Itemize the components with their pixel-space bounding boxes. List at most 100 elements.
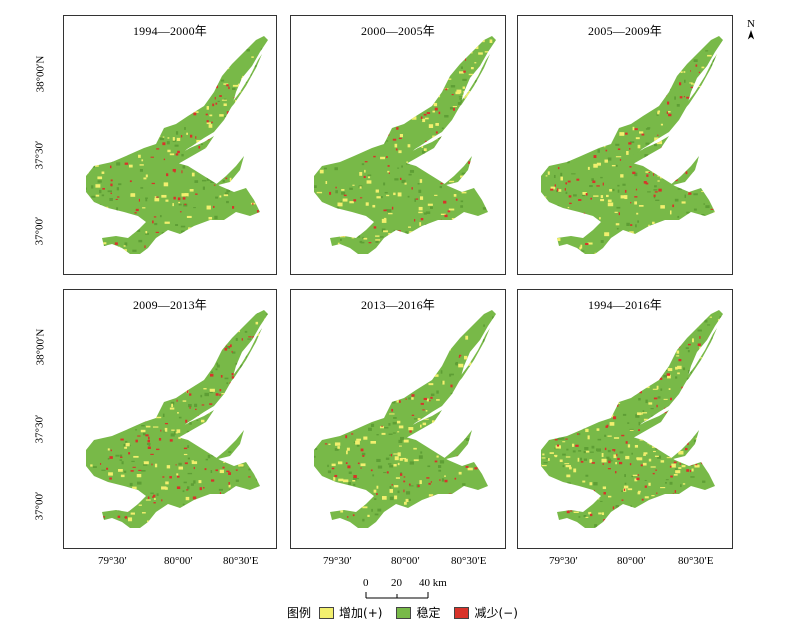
- decrease-patch: [460, 145, 464, 147]
- increase-patch: [637, 516, 643, 519]
- stable-patch: [481, 494, 486, 498]
- stable-patch: [89, 162, 94, 165]
- stable-patch: [712, 112, 716, 115]
- increase-patch: [724, 154, 726, 157]
- stable-patch: [707, 130, 710, 132]
- stable-patch: [497, 528, 501, 531]
- decrease-patch: [238, 402, 241, 405]
- decrease-patch: [204, 355, 208, 359]
- increase-patch: [665, 330, 670, 334]
- increase-patch: [426, 398, 429, 402]
- increase-patch: [262, 508, 266, 511]
- decrease-patch: [646, 174, 649, 177]
- decrease-patch: [618, 461, 623, 465]
- stable-patch: [493, 211, 496, 215]
- decrease-patch: [211, 333, 214, 335]
- increase-patch: [435, 368, 439, 371]
- decrease-patch: [102, 516, 106, 518]
- increase-patch: [478, 507, 482, 511]
- increase-patch: [715, 407, 719, 410]
- decrease-patch: [190, 162, 193, 165]
- decrease-patch: [216, 82, 218, 85]
- increase-patch: [360, 411, 363, 413]
- increase-patch: [208, 216, 213, 220]
- stable-patch: [364, 325, 367, 327]
- decrease-patch: [584, 342, 586, 344]
- increase-patch: [544, 380, 551, 385]
- decrease-patch: [257, 351, 260, 354]
- scale-tick-0: 0: [363, 577, 369, 589]
- increase-patch: [617, 329, 623, 332]
- increase-patch: [167, 149, 171, 153]
- decrease-patch: [331, 481, 334, 484]
- increase-patch: [121, 150, 125, 155]
- stable-patch: [372, 139, 376, 141]
- increase-patch: [476, 499, 481, 502]
- stable-patch: [465, 148, 470, 151]
- stable-patch: [193, 329, 198, 331]
- stable-patch: [260, 248, 263, 252]
- decrease-patch: [404, 344, 407, 346]
- decrease-patch: [689, 518, 691, 521]
- increase-patch: [585, 130, 591, 133]
- stable-patch: [320, 216, 323, 218]
- decrease-patch: [714, 200, 716, 203]
- increase-patch: [113, 252, 117, 254]
- stable-patch: [224, 377, 229, 380]
- stable-patch: [337, 417, 341, 421]
- decrease-patch: [653, 397, 658, 400]
- decrease-patch: [251, 91, 254, 94]
- decrease-patch: [577, 397, 579, 400]
- increase-patch: [553, 212, 556, 216]
- increase-patch: [338, 333, 341, 335]
- increase-patch: [159, 62, 162, 65]
- decrease-patch: [448, 66, 452, 68]
- increase-patch: [671, 248, 674, 251]
- stable-patch: [488, 489, 492, 492]
- stable-patch: [331, 384, 336, 388]
- increase-patch: [212, 239, 215, 243]
- decrease-patch: [109, 477, 112, 480]
- stable-patch: [549, 220, 554, 223]
- stable-patch: [394, 327, 398, 330]
- lon-label-7930-c: 79°30′: [549, 555, 578, 567]
- stable-patch: [185, 346, 188, 349]
- increase-patch: [219, 169, 224, 171]
- increase-patch: [639, 131, 644, 134]
- decrease-patch: [96, 423, 99, 427]
- stable-patch: [627, 422, 630, 424]
- increase-patch: [662, 326, 668, 328]
- decrease-patch: [458, 354, 462, 357]
- stable-patch: [86, 187, 87, 190]
- stable-patch: [597, 378, 602, 381]
- increase-patch: [607, 111, 612, 114]
- increase-patch: [90, 112, 93, 115]
- increase-patch: [86, 132, 88, 136]
- increase-patch: [264, 419, 268, 423]
- increase-patch: [102, 482, 108, 486]
- stable-patch: [340, 201, 343, 204]
- increase-patch: [726, 501, 729, 503]
- stable-patch: [332, 399, 335, 403]
- decrease-patch: [662, 446, 664, 450]
- increase-patch: [391, 519, 394, 522]
- increase-patch: [379, 126, 384, 130]
- stable-patch: [90, 93, 93, 96]
- stable-patch: [355, 314, 360, 317]
- increase-patch: [130, 82, 136, 86]
- stable-patch: [681, 432, 686, 436]
- stable-patch: [408, 102, 411, 104]
- stable-patch: [389, 496, 394, 501]
- decrease-patch: [599, 362, 603, 366]
- stable-patch: [145, 232, 149, 235]
- increase-patch: [722, 382, 723, 384]
- decrease-patch: [638, 116, 641, 118]
- increase-patch: [418, 206, 423, 211]
- stable-patch: [570, 224, 573, 226]
- increase-patch: [662, 431, 665, 434]
- stable-patch: [482, 493, 487, 496]
- increase-patch: [669, 210, 672, 215]
- stable-patch: [481, 504, 486, 507]
- decrease-patch: [129, 337, 133, 339]
- increase-patch: [713, 344, 719, 347]
